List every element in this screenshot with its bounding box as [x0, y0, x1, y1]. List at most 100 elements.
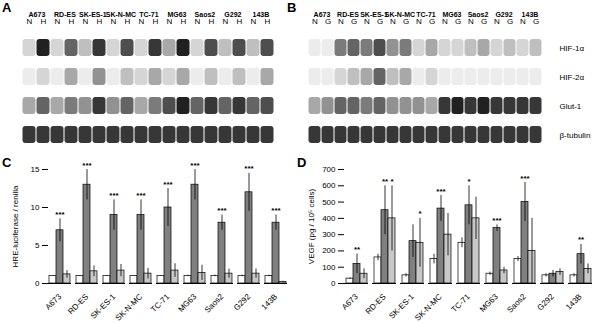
svg-text:15: 15 — [31, 165, 40, 174]
svg-text:SK-N-MC: SK-N-MC — [385, 11, 415, 18]
svg-text:MG63: MG63 — [478, 292, 500, 314]
svg-text:*: * — [418, 209, 422, 218]
svg-text:0: 0 — [35, 279, 40, 288]
svg-text:***: *** — [217, 206, 227, 215]
svg-text:H: H — [152, 16, 159, 26]
html-text:C: C — [2, 155, 12, 170]
svg-text:H: H — [180, 16, 187, 26]
svg-text:SK-N-MC: SK-N-MC — [106, 11, 136, 18]
svg-text:VEGF (pg / 10⁵ cells): VEGF (pg / 10⁵ cells) — [307, 188, 316, 264]
svg-text:A673: A673 — [314, 11, 331, 18]
html-text:A: A — [2, 0, 12, 15]
svg-text:TC-71: TC-71 — [149, 292, 171, 314]
svg-text:G292: G292 — [536, 292, 557, 313]
svg-text:100: 100 — [322, 263, 336, 272]
html-text:B: B — [287, 0, 297, 15]
svg-text:G: G — [324, 16, 332, 26]
svg-text:Saos2: Saos2 — [468, 11, 489, 18]
svg-text:G292: G292 — [224, 11, 241, 18]
svg-text:A673: A673 — [340, 292, 360, 312]
svg-text:SK-ES-1: SK-ES-1 — [88, 292, 118, 321]
svg-text:Saos2: Saos2 — [203, 292, 226, 315]
svg-text:H: H — [208, 16, 215, 26]
svg-text:N: N — [54, 16, 61, 26]
svg-text:***: *** — [244, 164, 254, 173]
svg-text:143B: 143B — [253, 11, 270, 18]
svg-text:G: G — [480, 16, 488, 26]
svg-text:700: 700 — [322, 165, 336, 174]
svg-text:N: N — [26, 16, 33, 26]
html-text:D: D — [297, 155, 307, 170]
svg-text:G: G — [454, 16, 462, 26]
svg-text:N: N — [222, 16, 229, 26]
svg-text:***: *** — [492, 216, 502, 225]
svg-text:***: *** — [109, 191, 119, 200]
svg-text:G: G — [402, 16, 410, 26]
svg-text:SK-ES-1: SK-ES-1 — [387, 292, 416, 321]
svg-text:H: H — [68, 16, 75, 26]
svg-text:**: ** — [354, 245, 361, 254]
svg-text:***: *** — [271, 206, 281, 215]
svg-text:MG63: MG63 — [167, 11, 186, 18]
svg-text:A673: A673 — [44, 292, 64, 312]
svg-text:***: *** — [55, 210, 65, 219]
svg-text:G292: G292 — [495, 11, 512, 18]
svg-text:G: G — [428, 16, 436, 26]
svg-text:MG63: MG63 — [442, 11, 461, 18]
svg-text:N: N — [110, 16, 117, 26]
svg-text:***: *** — [520, 174, 530, 183]
svg-text:SK-N-MC: SK-N-MC — [114, 292, 145, 323]
svg-text:10: 10 — [31, 203, 40, 212]
svg-text:G292: G292 — [232, 292, 253, 313]
svg-text:N: N — [138, 16, 145, 26]
svg-text:***: *** — [190, 161, 200, 170]
svg-text:G: G — [532, 16, 540, 26]
svg-text:***: *** — [136, 191, 146, 200]
svg-text:H: H — [40, 16, 47, 26]
svg-text:143B: 143B — [564, 292, 584, 312]
svg-text:143B: 143B — [260, 292, 280, 312]
svg-text:N: N — [166, 16, 173, 26]
svg-text:500: 500 — [322, 198, 336, 207]
svg-text:Saos2: Saos2 — [505, 292, 528, 315]
svg-text:0: 0 — [331, 279, 336, 288]
svg-text:G: G — [376, 16, 384, 26]
svg-text:***: *** — [82, 161, 92, 170]
svg-text:300: 300 — [322, 230, 336, 239]
svg-text:***: *** — [436, 187, 446, 196]
svg-text:A673: A673 — [29, 11, 46, 18]
svg-text:***: *** — [163, 180, 173, 189]
svg-text:HIF-2α: HIF-2α — [560, 73, 585, 82]
svg-text:N: N — [194, 16, 201, 26]
svg-text:β-tubulin: β-tubulin — [560, 131, 591, 140]
svg-text:MG63: MG63 — [176, 292, 198, 314]
svg-text:TC-71: TC-71 — [450, 292, 472, 314]
svg-text:RD-ES: RD-ES — [364, 292, 388, 316]
svg-text:H: H — [96, 16, 103, 26]
svg-text:N: N — [82, 16, 89, 26]
svg-text:SK-N-MC: SK-N-MC — [413, 292, 444, 323]
svg-text:SK-ES-1: SK-ES-1 — [79, 11, 107, 18]
svg-text:Saos2: Saos2 — [195, 11, 216, 18]
svg-text:*: * — [467, 177, 471, 186]
svg-text:143B: 143B — [522, 11, 539, 18]
svg-text:**: ** — [382, 177, 389, 186]
svg-text:RD-ES: RD-ES — [337, 11, 359, 18]
svg-text:H: H — [124, 16, 131, 26]
svg-text:G: G — [350, 16, 358, 26]
svg-text:5: 5 — [35, 241, 40, 250]
svg-text:**: ** — [578, 235, 585, 244]
svg-text:Glut-1: Glut-1 — [560, 102, 582, 111]
svg-text:RD-ES: RD-ES — [54, 11, 76, 18]
svg-text:HIF-1α: HIF-1α — [560, 44, 585, 53]
svg-text:TC-71: TC-71 — [139, 11, 159, 18]
svg-text:RD-ES: RD-ES — [66, 292, 90, 316]
svg-text:200: 200 — [322, 246, 336, 255]
svg-text:TC-71: TC-71 — [416, 11, 436, 18]
svg-text:400: 400 — [322, 214, 336, 223]
svg-text:G: G — [506, 16, 514, 26]
svg-text:HRE-luciferase / renilla: HRE-luciferase / renilla — [11, 185, 20, 267]
svg-text:600: 600 — [322, 181, 336, 190]
svg-text:*: * — [390, 177, 394, 186]
svg-text:SK-ES-1: SK-ES-1 — [360, 11, 388, 18]
